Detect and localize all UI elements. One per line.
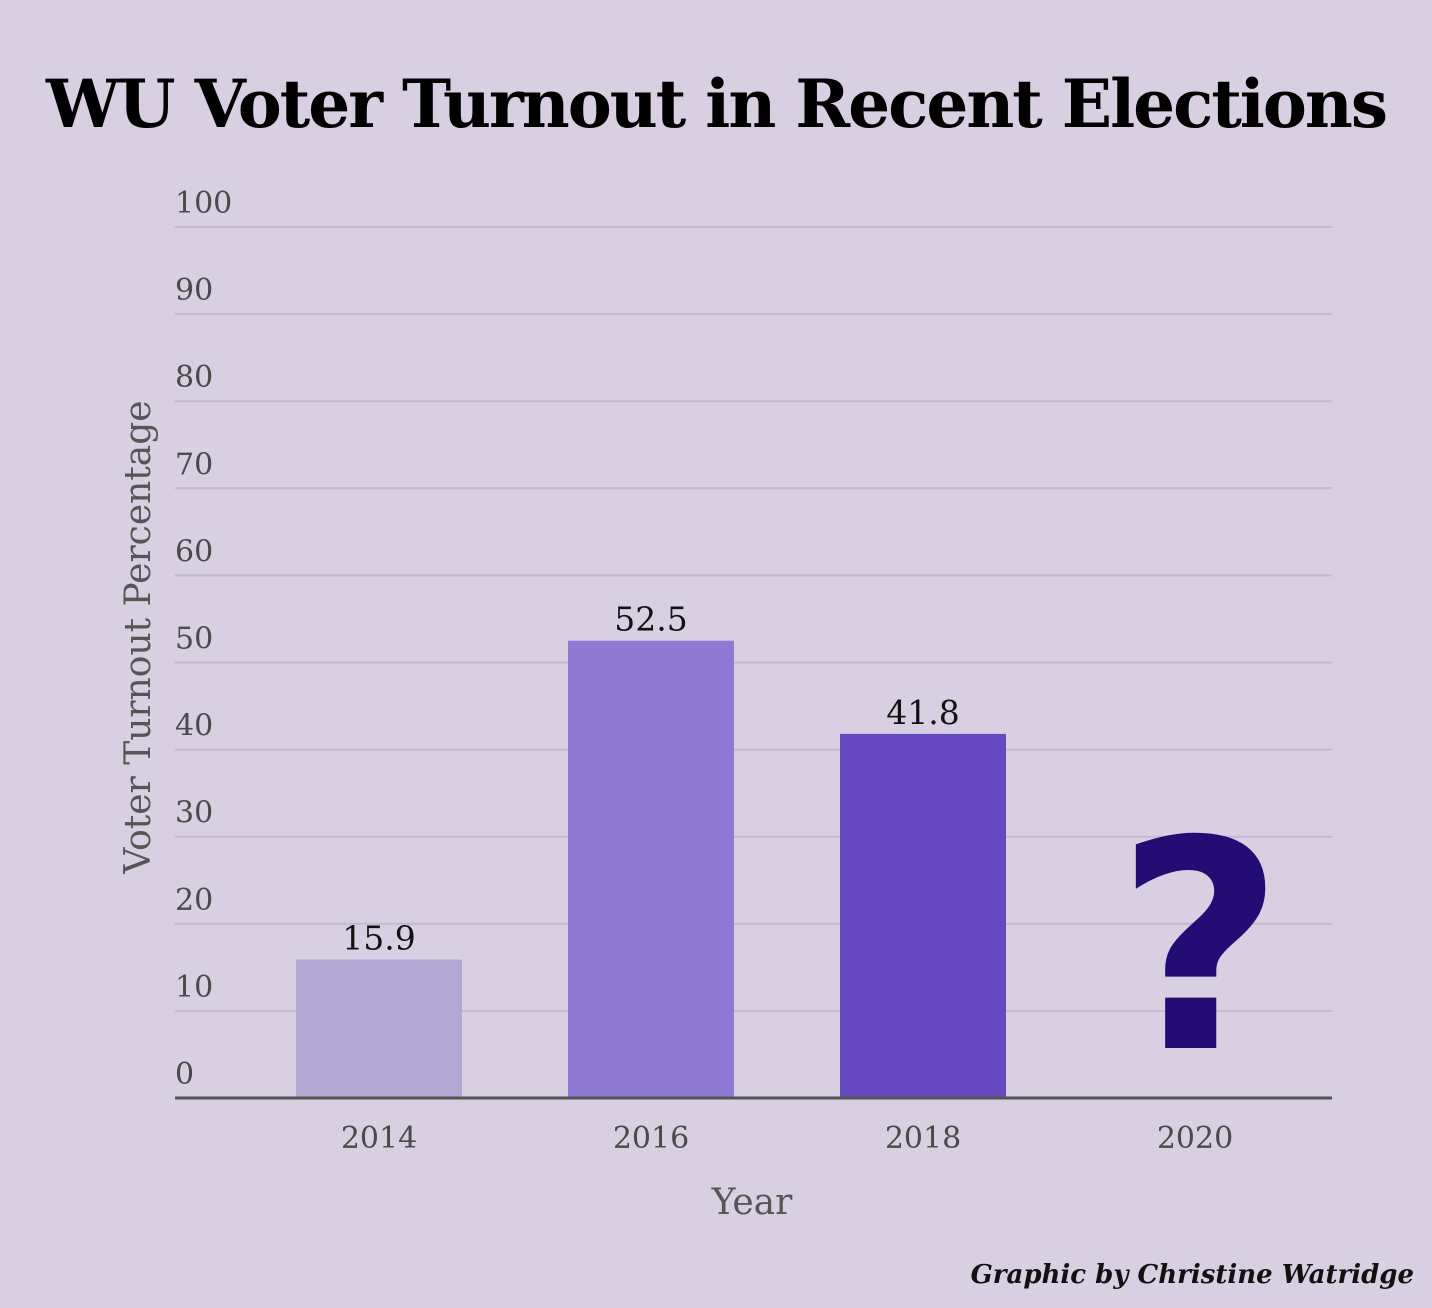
x-tick-label-2014: 2014 bbox=[341, 1121, 417, 1156]
bar-2016 bbox=[568, 640, 734, 1098]
gridlines bbox=[175, 226, 1332, 1012]
y-tick-label: 30 bbox=[175, 796, 213, 831]
data-label-2016: 52.5 bbox=[614, 600, 687, 639]
y-tick-label: 40 bbox=[175, 709, 213, 744]
x-tick-label-2018: 2018 bbox=[885, 1121, 961, 1156]
y-tick-label: 0 bbox=[175, 1057, 194, 1092]
y-axis-ticks: 0 10 20 30 40 50 60 70 80 90 100 bbox=[175, 186, 232, 1092]
y-tick-label: 80 bbox=[175, 360, 213, 395]
y-tick-label: 20 bbox=[175, 883, 213, 918]
data-label-2018: 41.8 bbox=[886, 693, 959, 732]
bar-2014 bbox=[296, 959, 462, 1098]
y-tick-label: 60 bbox=[175, 534, 213, 569]
data-labels: 15.9 52.5 41.8? bbox=[342, 600, 1284, 1117]
y-tick-label: 100 bbox=[175, 186, 232, 221]
y-tick-label: 90 bbox=[175, 273, 213, 308]
x-axis-ticks: 2014 2016 2018 2020 bbox=[341, 1121, 1233, 1156]
y-axis-title: Voter Turnout Percentage bbox=[118, 400, 159, 874]
y-tick-label: 50 bbox=[175, 622, 213, 657]
credit-line: Graphic by Christine Watridge bbox=[970, 1260, 1414, 1290]
question-mark-2020: ? bbox=[1116, 780, 1284, 1117]
y-tick-label: 70 bbox=[175, 447, 213, 482]
x-tick-label-2016: 2016 bbox=[613, 1121, 689, 1156]
y-tick-label: 10 bbox=[175, 970, 213, 1005]
data-label-2014: 15.9 bbox=[342, 919, 415, 958]
x-axis-title: Year bbox=[711, 1182, 793, 1223]
bar-2018 bbox=[840, 733, 1006, 1098]
x-tick-label-2020: 2020 bbox=[1157, 1121, 1233, 1156]
chart-title: WU Voter Turnout in Recent Elections bbox=[45, 65, 1388, 143]
bars bbox=[296, 640, 1006, 1098]
